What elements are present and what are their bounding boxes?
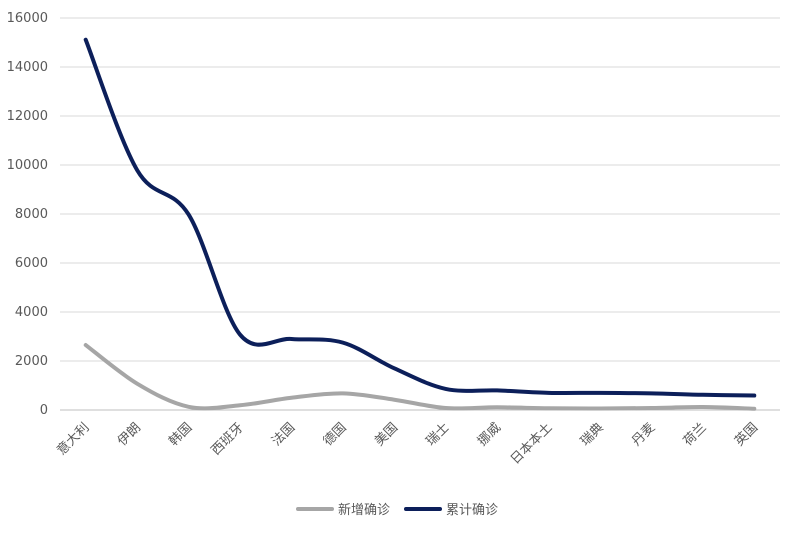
x-tick-label: 意大利: [54, 420, 93, 459]
y-axis-ticks: 0 2000 4000 6000 8000 10000 12000 14000 16000: [7, 11, 48, 418]
x-tick-label: 瑞士: [424, 420, 453, 449]
x-tick-label: 荷兰: [681, 420, 710, 449]
x-axis-ticks: 意大利 伊朗 韩国 西班牙 法国 德国 美国 瑞士 挪威 日本本土 瑞典 丹麦 荷兰 英国: [54, 420, 761, 468]
x-tick-label: 韩国: [166, 420, 195, 449]
series-line-total-cases: [83, 37, 757, 398]
x-tick-label: 德国: [321, 420, 350, 449]
y-tick-label: 6000: [15, 256, 48, 271]
y-tick-label: 2000: [15, 354, 48, 369]
series-line-new-cases: [83, 343, 757, 411]
y-tick-label: 12000: [7, 109, 48, 124]
y-tick-label: 14000: [7, 60, 48, 75]
legend-label: 新增确诊: [338, 502, 390, 518]
x-tick-label: 日本本土: [508, 420, 555, 467]
x-tick-label: 伊朗: [115, 420, 144, 449]
x-tick-label: 挪威: [475, 420, 504, 449]
x-tick-label: 法国: [269, 420, 298, 449]
y-tick-label: 4000: [15, 305, 48, 320]
x-tick-label: 瑞典: [578, 420, 607, 449]
x-tick-label: 英国: [732, 420, 761, 449]
x-tick-label: 丹麦: [629, 420, 658, 449]
gridlines: [60, 17, 780, 411]
y-tick-label: 8000: [15, 207, 48, 222]
x-tick-label: 美国: [372, 420, 401, 449]
x-tick-label: 西班牙: [209, 420, 247, 458]
legend-label: 累计确诊: [446, 503, 498, 518]
y-tick-label: 10000: [7, 158, 48, 173]
y-tick-label: 0: [40, 403, 48, 418]
series-lines: [83, 37, 757, 411]
y-tick-label: 16000: [7, 11, 48, 26]
legend: 新增确诊 累计确诊: [296, 502, 498, 518]
